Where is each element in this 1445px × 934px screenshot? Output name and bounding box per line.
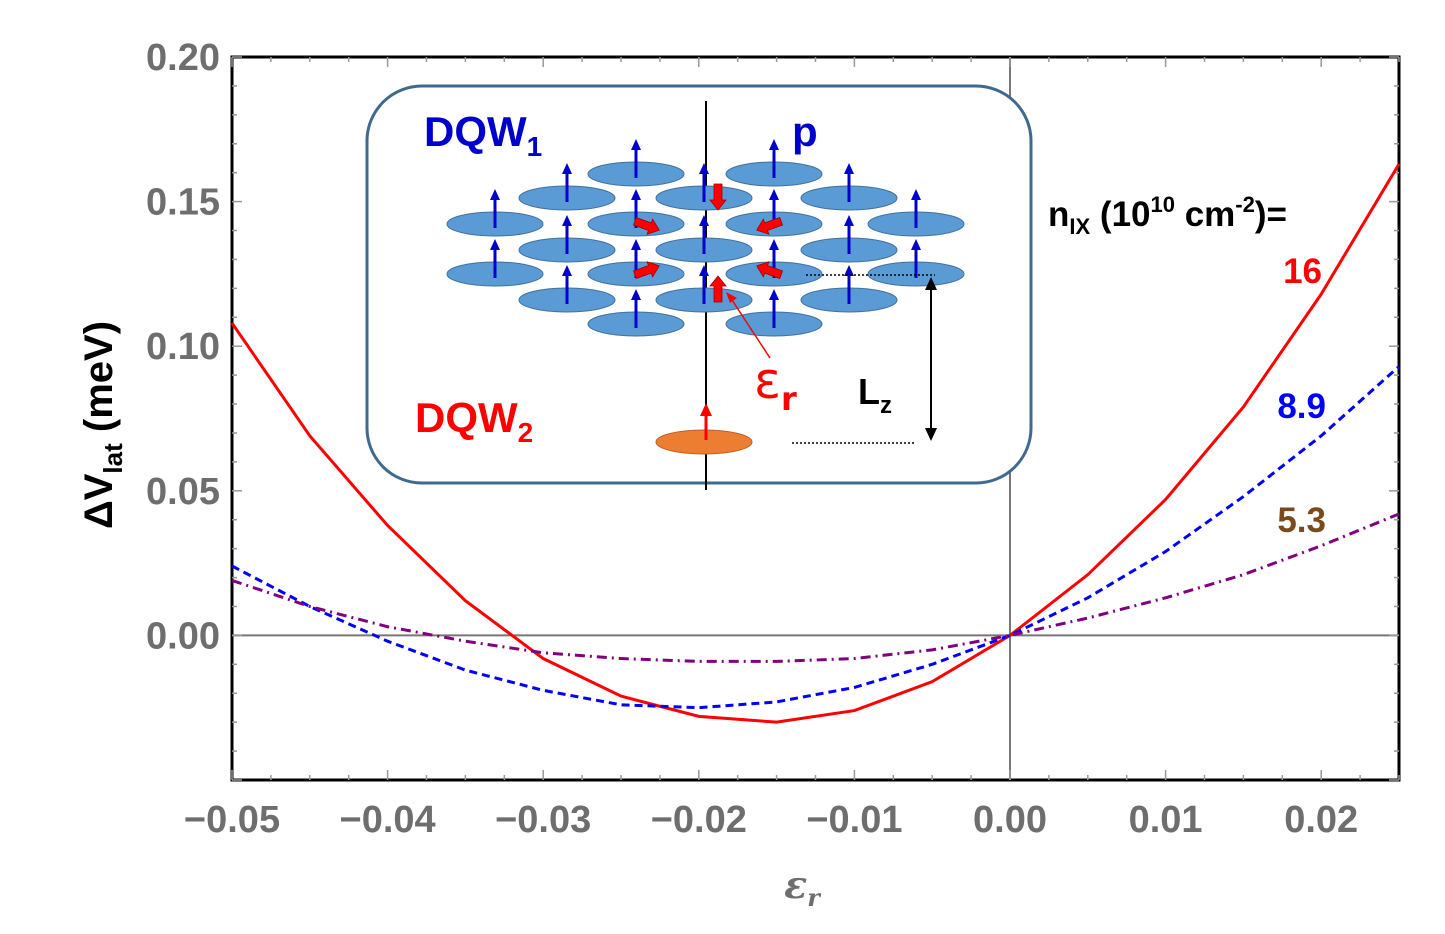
- dipole-arrowhead: [911, 239, 921, 250]
- dqw2-label: DQW2: [415, 394, 533, 448]
- dipole-arrowhead: [631, 189, 641, 200]
- inset-box: [365, 84, 1033, 485]
- dipole-arrowhead: [562, 265, 572, 276]
- interaction-arrow: [632, 216, 660, 235]
- dipole-arrowhead: [699, 215, 709, 226]
- dipole-arrowhead: [631, 239, 641, 250]
- dipole-arrowhead: [769, 139, 779, 150]
- dipole-arrowhead: [769, 239, 779, 250]
- dipole-arrowhead: [699, 163, 709, 174]
- y-axis-label: ΔVlat (meV): [77, 321, 128, 529]
- inset-diagram: DQW1 DQW2 p εr Lz: [365, 84, 1033, 490]
- dipole-arrowhead: [699, 265, 709, 276]
- x-tick-label: 0.01: [1129, 799, 1203, 841]
- interaction-arrow: [709, 275, 727, 303]
- interaction-arrow: [632, 261, 660, 280]
- x-tick-label: −0.05: [184, 799, 280, 841]
- series-label-5-3: 5.3: [1277, 501, 1326, 540]
- tick-labels: −0.05 −0.04 −0.03 −0.02 −0.01 0.00 0.01 0.02 0.0…: [146, 37, 1358, 841]
- dipole-arrowhead: [911, 189, 921, 200]
- interaction-arrow: [756, 261, 784, 280]
- series-lines: [230, 163, 1401, 724]
- dipole-arrowhead: [631, 139, 641, 150]
- er-label: εr: [754, 352, 797, 418]
- dqw1-label: DQW1: [424, 108, 542, 162]
- dipole-arrowhead: [769, 189, 779, 200]
- series-line-16: [230, 163, 1401, 724]
- dipole-arrowhead: [490, 189, 500, 200]
- x-axis-label: εr: [784, 862, 822, 912]
- x-tick-label: −0.02: [651, 799, 747, 841]
- x-tick-label: −0.01: [806, 799, 902, 841]
- legend-title: nIX (1010 cm-2)=: [1048, 192, 1287, 239]
- x-tick-label: 0.00: [973, 799, 1047, 841]
- lz-arrowhead-top: [925, 277, 937, 290]
- y-tick-label: 0.10: [146, 326, 220, 368]
- y-tick-label: 0.15: [146, 182, 220, 224]
- dipole-arrowhead: [562, 163, 572, 174]
- dipole-arrowhead: [844, 163, 854, 174]
- dipole-arrowhead: [844, 265, 854, 276]
- dipole-arrowhead: [490, 239, 500, 250]
- y-tick-label: 0.00: [146, 615, 220, 657]
- dipole-arrowhead: [844, 215, 854, 226]
- y-tick-label: 0.20: [146, 37, 220, 79]
- dipole-arrowhead: [769, 289, 779, 300]
- p-label: p: [792, 108, 818, 155]
- lower-dipole-arrowhead: [700, 403, 712, 416]
- lz-arrowhead-bottom: [925, 428, 937, 441]
- x-tick-label: −0.03: [495, 799, 591, 841]
- interaction-arrows: [632, 183, 784, 303]
- series-label-8-9: 8.9: [1277, 387, 1326, 426]
- series-line-5-3: [231, 512, 1400, 663]
- interaction-arrow: [709, 183, 727, 211]
- lz-label: Lz: [858, 371, 892, 419]
- er-pointer: [731, 299, 771, 359]
- er-pointer-head: [726, 292, 737, 303]
- interaction-arrow: [756, 216, 784, 235]
- dipole-arrowhead: [562, 215, 572, 226]
- ticks: [231, 56, 1400, 781]
- series-label-16: 16: [1283, 252, 1322, 291]
- dipole-arrowhead: [631, 289, 641, 300]
- lower-dipole: [655, 429, 753, 455]
- x-tick-label: −0.04: [340, 799, 436, 841]
- x-tick-label: 0.02: [1284, 799, 1358, 841]
- series-line-8-9: [231, 365, 1400, 710]
- y-tick-label: 0.05: [146, 471, 220, 513]
